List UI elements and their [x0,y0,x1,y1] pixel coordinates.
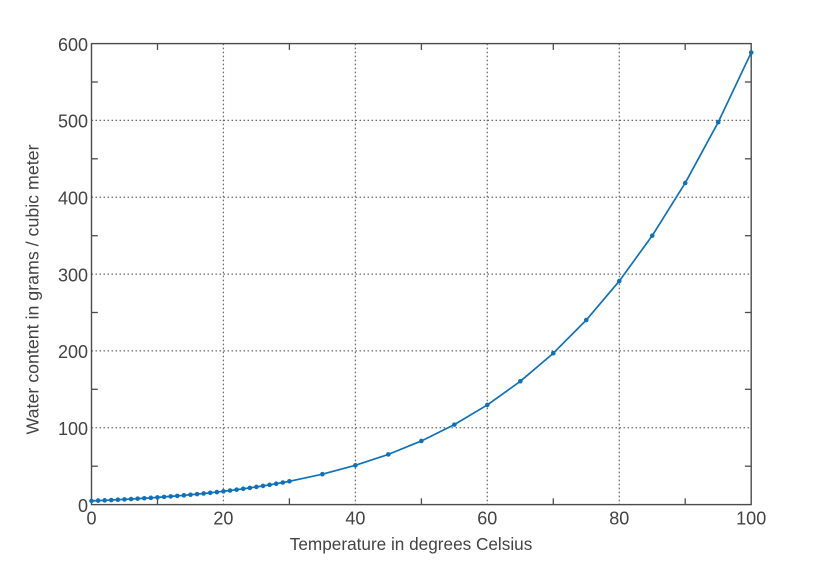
svg-text:Temperature in degrees Celsius: Temperature in degrees Celsius [290,534,533,554]
svg-text:300: 300 [58,265,88,285]
svg-text:40: 40 [345,509,365,529]
svg-text:500: 500 [58,112,88,132]
svg-text:100: 100 [58,419,88,439]
svg-text:60: 60 [477,509,497,529]
svg-text:80: 80 [609,509,629,529]
svg-text:20: 20 [213,509,233,529]
svg-text:100: 100 [736,509,766,529]
svg-text:Water content in grams / cubic: Water content in grams / cubic meter [23,144,43,434]
svg-text:200: 200 [58,342,88,362]
svg-text:600: 600 [58,35,88,55]
svg-text:400: 400 [58,189,88,209]
svg-text:0: 0 [86,509,96,529]
svg-text:0: 0 [78,496,88,516]
